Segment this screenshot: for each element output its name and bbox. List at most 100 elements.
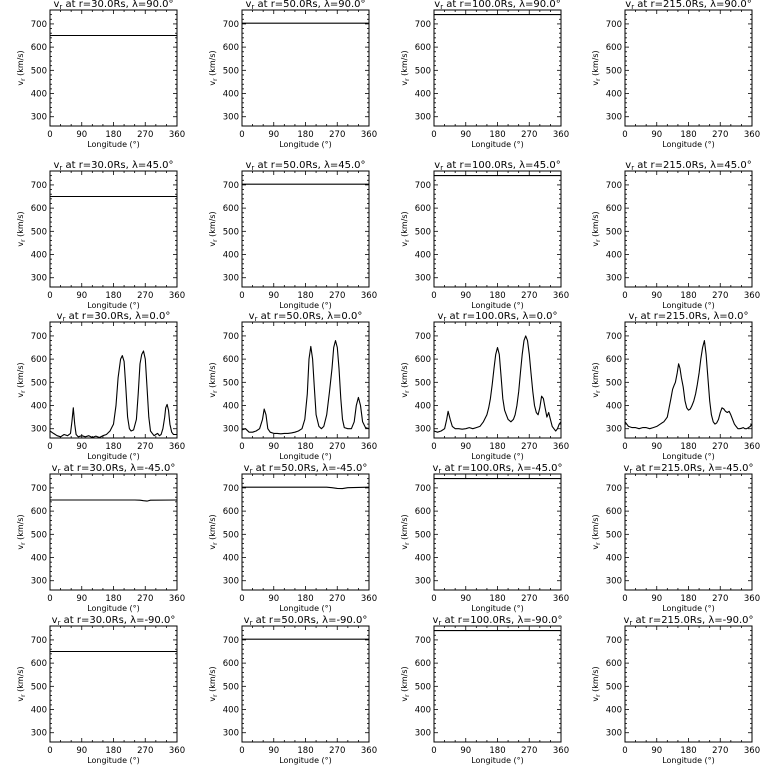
panel-3-2: vr at r=50.0Rs, λ=0.0° 0 90 180 270 360 300 400… [208, 311, 377, 461]
x-tick-label: 360 [169, 130, 185, 140]
y-tick-label: 500 [31, 378, 47, 388]
panel-4-2: vr at r=50.0Rs, λ=-45.0° 0 90 180 270 360 300 4… [208, 463, 377, 613]
x-tick-label: 90 [76, 130, 87, 140]
y-tick-label: 400 [415, 706, 431, 716]
y-axis-label: vr (km/s) [400, 666, 411, 701]
x-axis-label: Longitude (°) [471, 301, 524, 310]
x-tick-label: 270 [329, 442, 345, 452]
y-axis-label: vr (km/s) [208, 514, 219, 549]
panel-3-1: vr at r=30.0Rs, λ=0.0° 0 90 180 270 360 300 400… [16, 311, 185, 461]
y-tick-label: 500 [415, 227, 431, 237]
y-tick-label: 700 [31, 20, 47, 30]
x-tick-label: 180 [297, 746, 313, 756]
panel-title: vr at r=30.0Rs, λ=0.0° [57, 311, 171, 323]
panel-title: vr at r=50.0Rs, λ=-45.0° [244, 463, 368, 475]
y-tick-label: 600 [606, 43, 622, 53]
x-axis-label: Longitude (°) [87, 604, 140, 613]
x-tick-label: 180 [489, 746, 505, 756]
x-tick-label: 270 [521, 442, 537, 452]
panel-title: vr at r=215.0Rs, λ=-90.0° [623, 615, 753, 627]
x-tick-label: 90 [268, 291, 279, 301]
plot-frame [433, 9, 562, 127]
y-tick-label: 700 [606, 484, 622, 494]
y-tick-label: 300 [223, 425, 239, 435]
y-tick-label: 700 [415, 20, 431, 30]
y-tick-label: 400 [223, 554, 239, 564]
y-tick-label: 400 [31, 251, 47, 261]
plot-frame [241, 321, 370, 439]
x-tick-label: 180 [489, 442, 505, 452]
y-tick-label: 700 [415, 332, 431, 342]
y-tick-label: 400 [223, 90, 239, 100]
panel-3-4: vr at r=215.0Rs, λ=0.0° 0 90 180 270 360 300 40… [591, 311, 760, 461]
x-tick-label: 270 [329, 130, 345, 140]
plot-frame [241, 625, 370, 743]
series-line [241, 340, 370, 435]
y-tick-label: 700 [223, 20, 239, 30]
x-tick-label: 180 [297, 594, 313, 604]
y-axis-label: vr (km/s) [208, 362, 219, 397]
x-tick-label: 360 [169, 291, 185, 301]
y-axis-label: vr (km/s) [16, 666, 27, 701]
x-tick-label: 90 [460, 130, 471, 140]
x-axis-label: Longitude (°) [279, 604, 332, 613]
x-tick-label: 360 [553, 130, 569, 140]
y-tick-label: 400 [606, 251, 622, 261]
x-tick-label: 180 [105, 130, 121, 140]
y-tick-label: 400 [606, 402, 622, 412]
x-tick-label: 360 [169, 594, 185, 604]
y-tick-label: 400 [31, 402, 47, 412]
x-tick-label: 360 [553, 594, 569, 604]
x-tick-label: 0 [431, 746, 436, 756]
y-tick-label: 400 [415, 554, 431, 564]
y-tick-label: 500 [31, 682, 47, 692]
x-tick-label: 270 [712, 442, 728, 452]
x-axis-label: Longitude (°) [662, 452, 715, 461]
y-tick-label: 400 [415, 402, 431, 412]
x-tick-label: 270 [329, 594, 345, 604]
panel-title: vr at r=215.0Rs, λ=45.0° [625, 160, 751, 172]
y-tick-label: 300 [31, 113, 47, 123]
panel-2-4: vr at r=215.0Rs, λ=45.0° 0 90 180 270 360 300 4… [591, 160, 760, 310]
y-tick-label: 300 [223, 577, 239, 587]
x-tick-label: 180 [105, 594, 121, 604]
x-tick-label: 360 [744, 130, 760, 140]
x-tick-label: 0 [622, 130, 627, 140]
panel-title: vr at r=100.0Rs, λ=0.0° [437, 311, 557, 323]
panel-title: vr at r=100.0Rs, λ=-45.0° [432, 463, 562, 475]
panel-title: vr at r=100.0Rs, λ=-90.0° [432, 615, 562, 627]
y-axis-label: vr (km/s) [400, 362, 411, 397]
x-tick-label: 0 [239, 594, 244, 604]
plot-frame [49, 170, 178, 288]
y-tick-label: 400 [223, 706, 239, 716]
y-tick-label: 700 [606, 20, 622, 30]
y-tick-label: 300 [415, 113, 431, 123]
y-tick-label: 700 [606, 181, 622, 191]
x-axis-label: Longitude (°) [471, 452, 524, 461]
x-axis-label: Longitude (°) [279, 140, 332, 149]
panel-title: vr at r=30.0Rs, λ=-45.0° [52, 463, 176, 475]
y-tick-label: 600 [31, 355, 47, 365]
x-tick-label: 360 [361, 291, 377, 301]
panel-5-2: vr at r=50.0Rs, λ=-90.0° 0 90 180 270 360 300 4… [208, 615, 377, 765]
x-tick-label: 0 [431, 594, 436, 604]
y-axis-label: vr (km/s) [400, 50, 411, 85]
plot-frame [49, 473, 178, 591]
x-tick-label: 360 [744, 291, 760, 301]
y-tick-label: 600 [606, 659, 622, 669]
panel-title: vr at r=30.0Rs, λ=45.0° [53, 160, 173, 172]
series-line [433, 335, 562, 433]
x-tick-label: 90 [76, 291, 87, 301]
panel-title: vr at r=215.0Rs, λ=90.0° [625, 0, 751, 11]
panel-1-3: vr at r=100.0Rs, λ=90.0° 0 90 180 270 360 300 4… [400, 0, 569, 149]
x-axis-label: Longitude (°) [279, 452, 332, 461]
x-tick-label: 90 [651, 594, 662, 604]
x-tick-label: 0 [622, 442, 627, 452]
x-tick-label: 360 [361, 594, 377, 604]
x-tick-label: 90 [460, 291, 471, 301]
x-tick-label: 90 [460, 746, 471, 756]
x-tick-label: 360 [169, 442, 185, 452]
y-tick-label: 300 [31, 274, 47, 284]
x-tick-label: 270 [712, 594, 728, 604]
plot-frame [241, 473, 370, 591]
